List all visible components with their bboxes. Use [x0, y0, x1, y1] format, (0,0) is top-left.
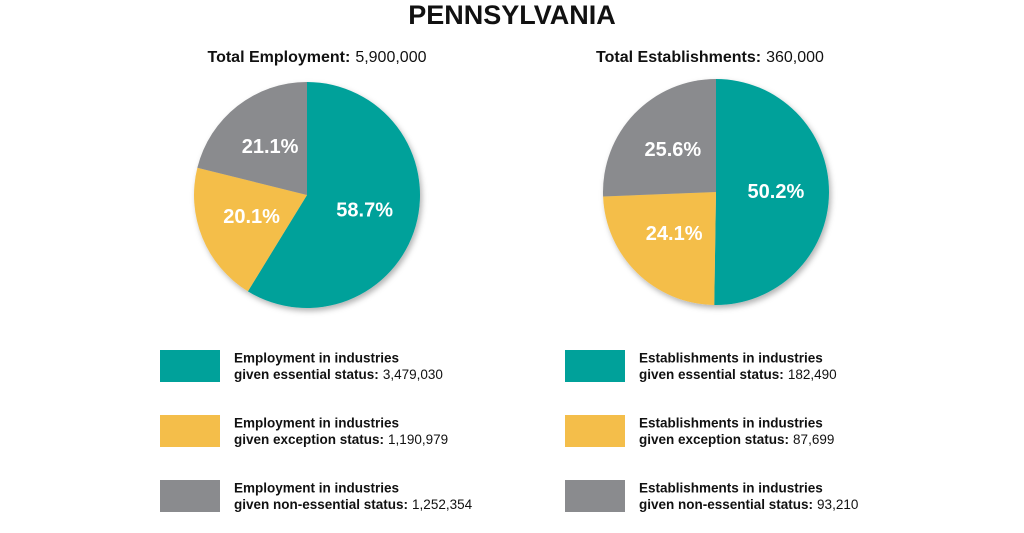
total-label: Total Establishments: — [596, 49, 761, 66]
legend-text: Employment in industries — [234, 416, 399, 431]
legend-text: Establishments in industries — [639, 481, 823, 496]
legend-count: 93,210 — [817, 497, 858, 512]
total-value: 5,900,000 — [355, 49, 426, 66]
legend-count: 182,490 — [788, 367, 837, 382]
pie-slice — [714, 79, 830, 306]
pie-slice — [603, 79, 716, 197]
pie — [603, 79, 830, 306]
legend-status: given non-essential status: — [639, 497, 813, 512]
value-label: 20.1% — [223, 206, 280, 228]
legend-swatch — [565, 415, 625, 447]
legend-count: 1,252,354 — [412, 497, 473, 512]
legend-swatch — [160, 480, 220, 512]
legend-status: given exception status: — [639, 432, 789, 447]
pie-slice — [603, 192, 716, 305]
total-value: 360,000 — [766, 49, 824, 66]
pie-slice — [197, 82, 307, 195]
total-label: Total Employment: — [207, 49, 350, 66]
value-label: 50.2% — [748, 181, 805, 203]
legend-swatch — [565, 350, 625, 382]
pie-slice — [247, 82, 420, 308]
legend-status: given non-essential status: — [234, 497, 408, 512]
legend-count: 3,479,030 — [383, 367, 443, 382]
legend-text: given essential status: 182,490 — [639, 367, 837, 382]
legend-status: given exception status: — [234, 432, 384, 447]
legend-swatch — [160, 415, 220, 447]
pie-slice — [194, 167, 307, 292]
legend-status: given essential status: — [639, 367, 784, 382]
legend-swatch — [160, 350, 220, 382]
legend-swatch — [565, 480, 625, 512]
value-label: 21.1% — [242, 136, 299, 158]
value-label: 24.1% — [646, 223, 703, 245]
chart-subtitle: Total Employment: 5,900,000 — [207, 49, 426, 66]
legend-text: given non-essential status: 1,252,354 — [234, 497, 473, 512]
pie — [194, 82, 420, 308]
legend-status: given essential status: — [234, 367, 379, 382]
chart-subtitle: Total Establishments: 360,000 — [596, 49, 824, 66]
legend-text: given exception status: 1,190,979 — [234, 432, 448, 447]
legend-text: Employment in industries — [234, 481, 399, 496]
legend-count: 1,190,979 — [388, 432, 448, 447]
legend-text: given exception status: 87,699 — [639, 432, 834, 447]
legend-text: Employment in industries — [234, 351, 399, 366]
legend-count: 87,699 — [793, 432, 834, 447]
legend-text: Establishments in industries — [639, 416, 823, 431]
legend-text: given non-essential status: 93,210 — [639, 497, 858, 512]
page-title: PENNSYLVANIA — [408, 0, 616, 30]
legend-text: Establishments in industries — [639, 351, 823, 366]
legend-text: given essential status: 3,479,030 — [234, 367, 443, 382]
value-label: 58.7% — [336, 200, 393, 222]
value-label: 25.6% — [644, 139, 701, 161]
